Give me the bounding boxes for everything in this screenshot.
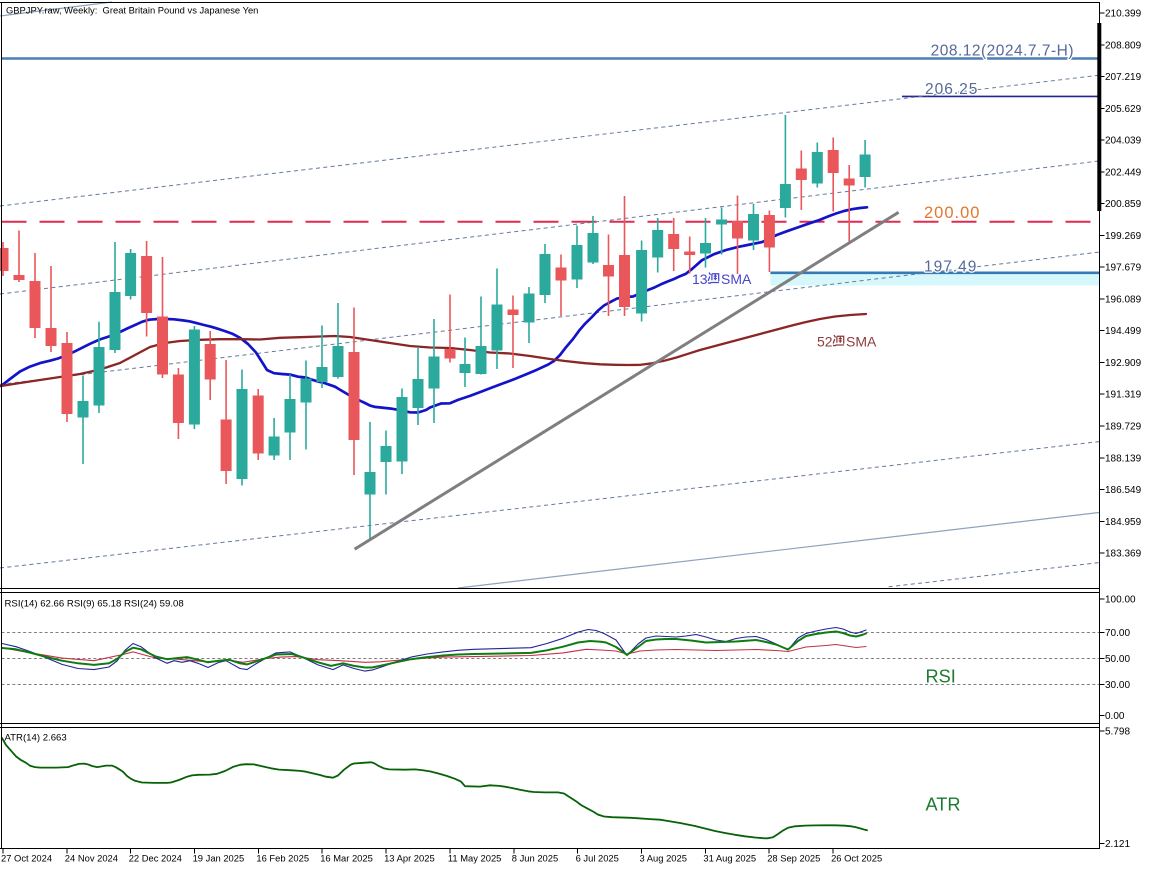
- svg-text:16 Mar 2025: 16 Mar 2025: [320, 853, 373, 864]
- svg-text:200.00: 200.00: [924, 204, 980, 222]
- svg-text:31 Aug 2025: 31 Aug 2025: [703, 853, 756, 864]
- svg-text:19 Jan 2025: 19 Jan 2025: [193, 853, 245, 864]
- svg-text:100.00: 100.00: [1105, 595, 1136, 606]
- svg-text:199.269: 199.269: [1105, 231, 1142, 242]
- svg-text:202.449: 202.449: [1105, 167, 1142, 178]
- svg-text:208.12(2024.7.7-H): 208.12(2024.7.7-H): [931, 43, 1074, 60]
- svg-text:13 Apr 2025: 13 Apr 2025: [384, 853, 435, 864]
- svg-text:184.959: 184.959: [1105, 517, 1142, 528]
- svg-text:16 Feb 2025: 16 Feb 2025: [256, 853, 309, 864]
- svg-text:ATR: ATR: [926, 795, 961, 815]
- svg-text:196.089: 196.089: [1105, 294, 1142, 305]
- svg-text:28 Sep 2025: 28 Sep 2025: [767, 853, 820, 864]
- svg-text:2.121: 2.121: [1105, 839, 1130, 850]
- svg-text:52: 52: [817, 334, 833, 350]
- svg-text:13: 13: [692, 271, 708, 287]
- svg-text:SMA: SMA: [721, 271, 752, 287]
- svg-text:RSI: RSI: [926, 667, 956, 687]
- svg-text:8 Jun 2025: 8 Jun 2025: [512, 853, 558, 864]
- svg-text:197.679: 197.679: [1105, 263, 1142, 274]
- svg-text:197.49: 197.49: [924, 259, 977, 276]
- svg-text:24 Nov 2024: 24 Nov 2024: [65, 853, 118, 864]
- svg-text:204.039: 204.039: [1105, 136, 1142, 147]
- svg-text:GBPJPY.raw, Weekly: Great Bri: GBPJPY.raw, Weekly: Great Britain Pound …: [6, 5, 258, 16]
- svg-text:207.219: 207.219: [1105, 72, 1142, 83]
- svg-text:0.00: 0.00: [1105, 711, 1125, 722]
- svg-text:5.798: 5.798: [1105, 727, 1130, 738]
- svg-text:191.319: 191.319: [1105, 390, 1142, 401]
- svg-text:189.729: 189.729: [1105, 422, 1142, 433]
- svg-text:RSI(14) 62.66 RSI(9) 65.18 RSI: RSI(14) 62.66 RSI(9) 65.18 RSI(24) 59.08: [5, 599, 184, 610]
- svg-text:22 Dec 2024: 22 Dec 2024: [129, 853, 182, 864]
- svg-text:70.00: 70.00: [1105, 628, 1130, 639]
- svg-text:50.00: 50.00: [1105, 654, 1130, 665]
- svg-text:3 Aug 2025: 3 Aug 2025: [640, 853, 687, 864]
- svg-text:205.629: 205.629: [1105, 104, 1142, 115]
- svg-text:208.809: 208.809: [1105, 40, 1142, 51]
- svg-text:ATR(14) 2.663: ATR(14) 2.663: [5, 733, 67, 744]
- svg-text:27 Oct 2024: 27 Oct 2024: [1, 853, 52, 864]
- svg-text:200.859: 200.859: [1105, 199, 1142, 210]
- svg-text:192.909: 192.909: [1105, 358, 1142, 369]
- svg-text:183.369: 183.369: [1105, 549, 1142, 560]
- svg-text:194.499: 194.499: [1105, 326, 1142, 337]
- svg-text:206.25: 206.25: [925, 81, 978, 98]
- svg-text:30.00: 30.00: [1105, 680, 1130, 691]
- svg-text:26 Oct 2025: 26 Oct 2025: [831, 853, 882, 864]
- svg-text:6 Jul 2025: 6 Jul 2025: [576, 853, 619, 864]
- svg-text:11 May 2025: 11 May 2025: [448, 853, 502, 864]
- svg-text:210.399: 210.399: [1105, 9, 1142, 20]
- svg-text:188.139: 188.139: [1105, 453, 1142, 464]
- svg-text:SMA: SMA: [846, 334, 877, 350]
- svg-text:186.549: 186.549: [1105, 485, 1142, 496]
